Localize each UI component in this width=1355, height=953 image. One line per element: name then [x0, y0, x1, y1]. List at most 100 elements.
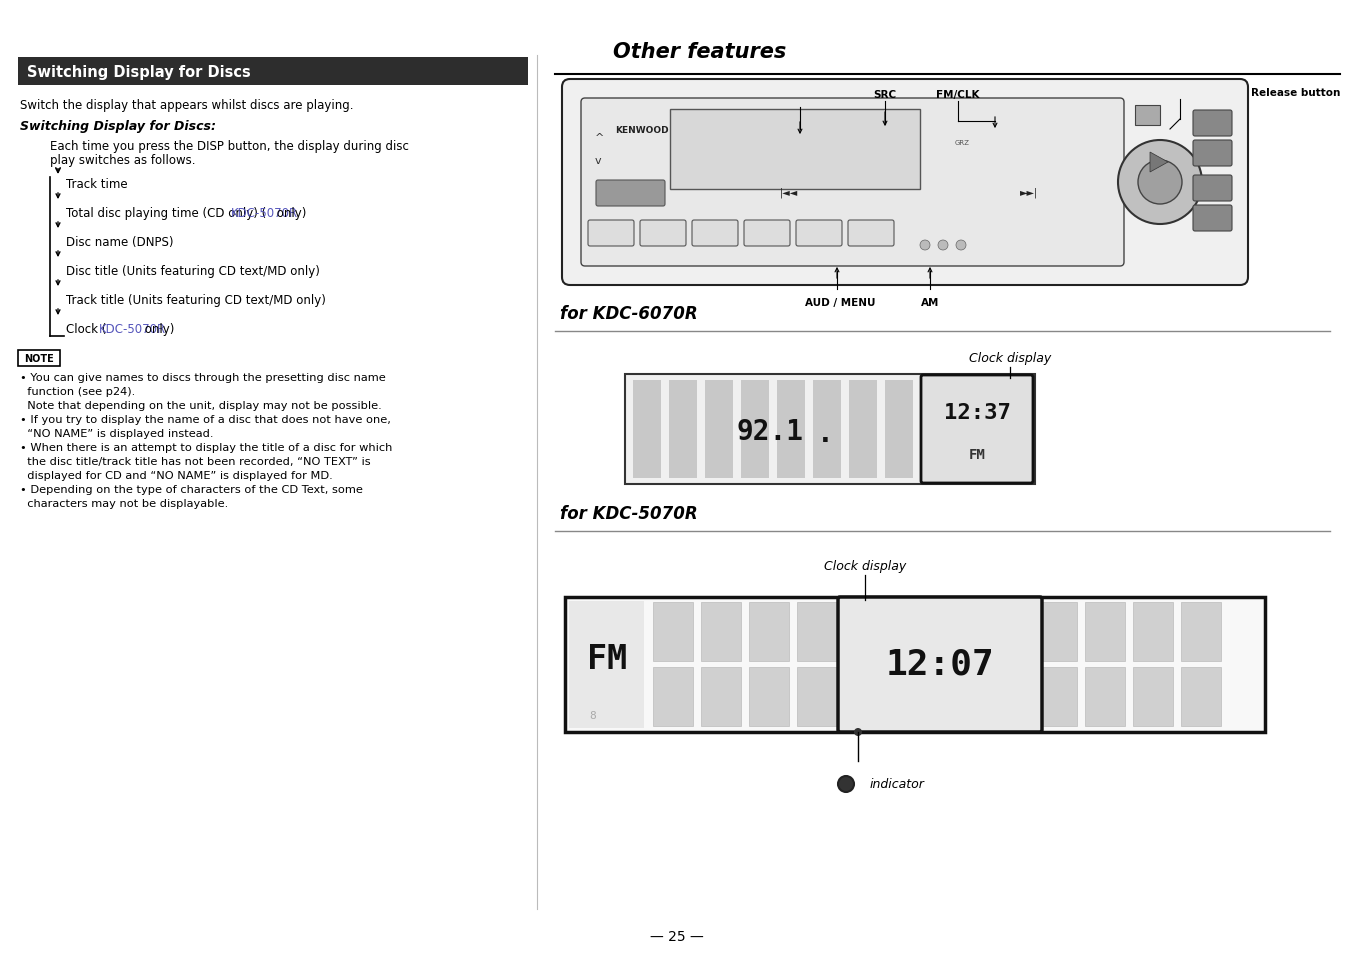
Text: Clock display: Clock display: [969, 352, 1051, 365]
Text: v: v: [595, 156, 602, 166]
Bar: [940, 602, 981, 661]
Text: ►►|: ►►|: [1020, 188, 1038, 198]
Text: Track time: Track time: [66, 178, 127, 191]
Circle shape: [938, 241, 948, 251]
Bar: [1037, 602, 1077, 661]
Text: NOTE: NOTE: [24, 354, 54, 364]
Bar: [669, 110, 920, 190]
Circle shape: [1118, 141, 1202, 225]
Text: Switch the display that appears whilst discs are playing.: Switch the display that appears whilst d…: [20, 99, 354, 112]
FancyBboxPatch shape: [921, 375, 1033, 483]
Text: 12:37: 12:37: [943, 402, 1011, 422]
Bar: [1037, 667, 1077, 726]
Text: Each time you press the DISP button, the display during disc: Each time you press the DISP button, the…: [50, 140, 409, 152]
Text: FM: FM: [587, 643, 627, 676]
Text: GRZ: GRZ: [955, 140, 970, 146]
Circle shape: [957, 241, 966, 251]
Bar: [741, 380, 770, 478]
Text: Clock (: Clock (: [66, 323, 107, 335]
Text: FM: FM: [969, 448, 985, 461]
Bar: [957, 380, 985, 478]
Text: SRC: SRC: [874, 90, 897, 100]
Text: • Depending on the type of characters of the CD Text, some: • Depending on the type of characters of…: [20, 484, 363, 495]
Text: indicator: indicator: [870, 778, 925, 791]
FancyBboxPatch shape: [640, 221, 686, 247]
Bar: [1135, 106, 1160, 126]
Text: characters may not be displayable.: characters may not be displayable.: [20, 498, 228, 509]
Bar: [893, 667, 934, 726]
FancyBboxPatch shape: [562, 80, 1248, 286]
Text: Disc name (DNPS): Disc name (DNPS): [66, 235, 173, 249]
Text: • If you try to display the name of a disc that does not have one,: • If you try to display the name of a di…: [20, 415, 390, 424]
Text: function (see p24).: function (see p24).: [20, 387, 136, 396]
FancyBboxPatch shape: [1192, 206, 1232, 232]
Text: “NO NAME” is displayed instead.: “NO NAME” is displayed instead.: [20, 429, 214, 438]
Bar: [846, 667, 885, 726]
Text: — 25 —: — 25 —: [650, 929, 703, 943]
Bar: [633, 380, 661, 478]
Text: Switching Display for Discs:: Switching Display for Discs:: [20, 120, 215, 132]
Bar: [850, 380, 877, 478]
Text: Release button: Release button: [1251, 88, 1340, 98]
Bar: [893, 602, 934, 661]
Bar: [1182, 602, 1221, 661]
Bar: [1085, 667, 1125, 726]
Text: KENWOOD: KENWOOD: [615, 126, 668, 135]
Bar: [18, 351, 60, 367]
Text: KDC-5070R: KDC-5070R: [99, 323, 167, 335]
Text: only): only): [141, 323, 175, 335]
Bar: [846, 602, 885, 661]
Text: ^: ^: [595, 132, 604, 143]
FancyBboxPatch shape: [1192, 141, 1232, 167]
Bar: [1133, 602, 1173, 661]
FancyBboxPatch shape: [795, 221, 841, 247]
Bar: [776, 380, 805, 478]
Bar: [1085, 602, 1125, 661]
Bar: [749, 602, 789, 661]
Text: • You can give names to discs through the presetting disc name: • You can give names to discs through th…: [20, 373, 386, 382]
Bar: [669, 380, 696, 478]
Text: Track title (Units featuring CD text/MD only): Track title (Units featuring CD text/MD …: [66, 294, 325, 307]
Text: AUD / MENU: AUD / MENU: [805, 297, 875, 308]
FancyBboxPatch shape: [596, 181, 665, 207]
Text: 8: 8: [589, 710, 596, 720]
Text: for KDC-5070R: for KDC-5070R: [560, 504, 698, 522]
Circle shape: [920, 241, 930, 251]
Bar: [625, 375, 1035, 484]
Bar: [989, 602, 1028, 661]
FancyBboxPatch shape: [848, 221, 894, 247]
Text: • When there is an attempt to display the title of a disc for which: • When there is an attempt to display th…: [20, 442, 393, 453]
Bar: [989, 667, 1028, 726]
FancyBboxPatch shape: [588, 221, 634, 247]
Bar: [701, 667, 741, 726]
FancyBboxPatch shape: [1192, 175, 1232, 202]
Text: |◄◄: |◄◄: [780, 188, 798, 198]
Text: .: .: [817, 419, 833, 448]
Bar: [1133, 667, 1173, 726]
Bar: [749, 667, 789, 726]
FancyBboxPatch shape: [1192, 111, 1232, 137]
Text: for KDC-6070R: for KDC-6070R: [560, 305, 698, 323]
Text: play switches as follows.: play switches as follows.: [50, 153, 195, 167]
Text: FM/CLK: FM/CLK: [936, 90, 980, 100]
Circle shape: [854, 728, 862, 737]
Text: KDC-5070R: KDC-5070R: [230, 207, 298, 220]
Bar: [701, 602, 741, 661]
Polygon shape: [1150, 152, 1168, 172]
Bar: [921, 380, 948, 478]
Circle shape: [1138, 161, 1182, 205]
FancyBboxPatch shape: [744, 221, 790, 247]
Text: Disc title (Units featuring CD text/MD only): Disc title (Units featuring CD text/MD o…: [66, 265, 320, 277]
Bar: [18, 58, 528, 86]
Bar: [813, 380, 841, 478]
Text: Switching Display for Discs: Switching Display for Discs: [27, 65, 251, 79]
Bar: [797, 602, 837, 661]
Text: the disc title/track title has not been recorded, “NO TEXT” is: the disc title/track title has not been …: [20, 456, 371, 467]
Text: AM: AM: [921, 297, 939, 308]
FancyBboxPatch shape: [581, 99, 1125, 267]
Text: 92.1: 92.1: [737, 417, 804, 446]
Bar: [653, 667, 692, 726]
Bar: [565, 598, 1266, 732]
Text: Total disc playing time (CD only) (: Total disc playing time (CD only) (: [66, 207, 266, 220]
Text: 12:07: 12:07: [886, 647, 995, 681]
